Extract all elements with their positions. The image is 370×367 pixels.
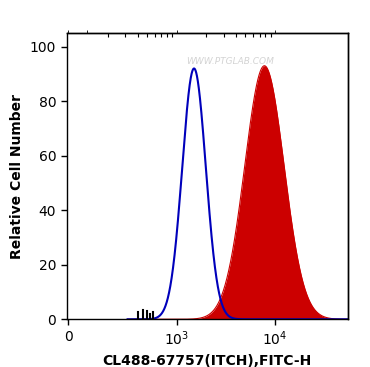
Y-axis label: Relative Cell Number: Relative Cell Number bbox=[10, 94, 24, 259]
X-axis label: CL488-67757(ITCH),FITC-H: CL488-67757(ITCH),FITC-H bbox=[102, 354, 312, 367]
Text: WWW.PTGLAB.COM: WWW.PTGLAB.COM bbox=[186, 57, 274, 66]
